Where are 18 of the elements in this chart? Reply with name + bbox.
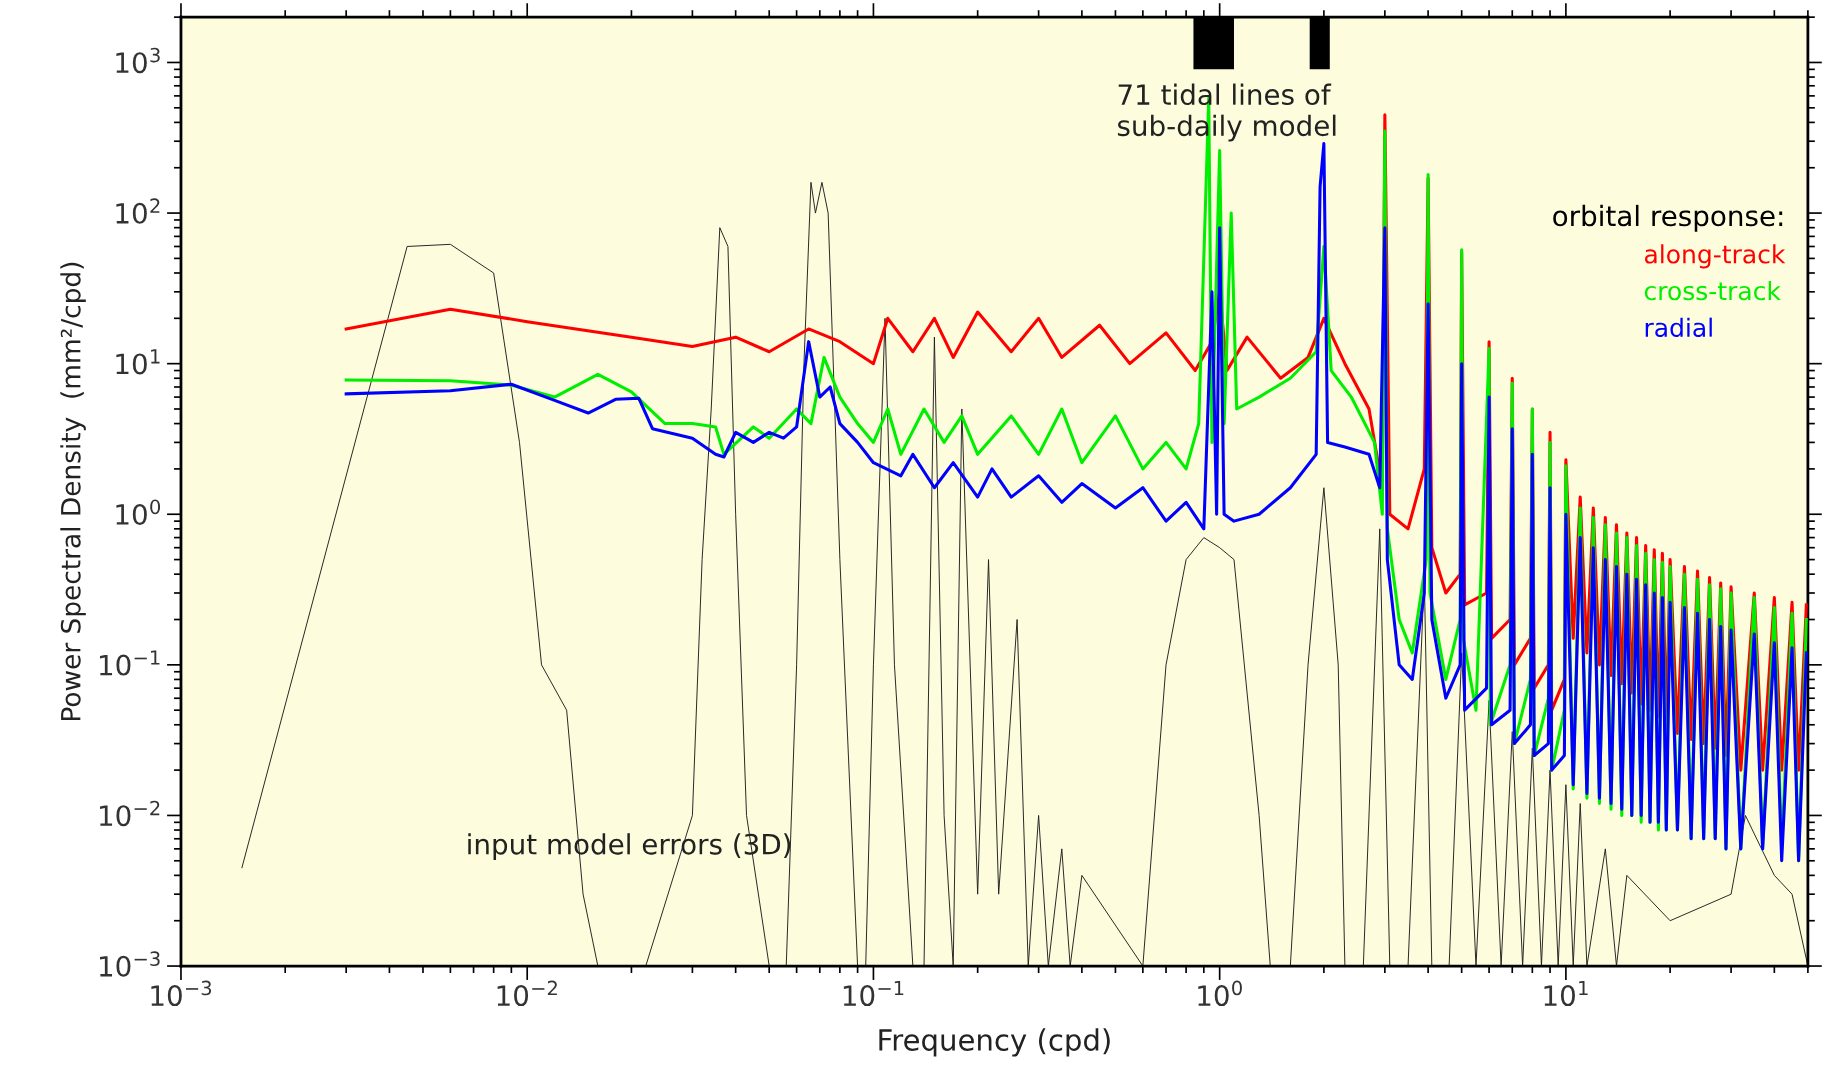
text: cross-track (1644, 280, 1781, 301)
x-tick-label: 10$^{1}$ (1544, 980, 1588, 1007)
y-tick-label: 10$^{1}$ (116, 349, 160, 375)
x-tick-label: 10$^{0}$ (1198, 980, 1242, 1007)
y-tick-label: 10$^{3}$ (116, 47, 160, 74)
x-tick-label: 10$^{−2}$ (497, 980, 557, 1007)
y-tick-label: 10$^{−2}$ (100, 800, 160, 827)
x-axis-title: Frequency (cpd) (879, 1028, 1110, 1057)
y-tick-label: 10$^{2}$ (116, 198, 160, 224)
x-tick-label: 10$^{−1}$ (843, 980, 904, 1007)
text: radial (1645, 317, 1712, 337)
y-tick-label: 10$^{−1}$ (100, 650, 160, 676)
y-tick-label: 10$^{−3}$ (100, 951, 160, 977)
text: along-track (1644, 244, 1786, 269)
x-tick-label: 10$^{−3}$ (151, 980, 212, 1007)
y-axis-title: Power Spectral Density (mm²/cpd) (60, 262, 86, 721)
legend-title: orbital response: (1553, 204, 1783, 232)
y-tick-label: 10$^{0}$ (116, 499, 161, 525)
